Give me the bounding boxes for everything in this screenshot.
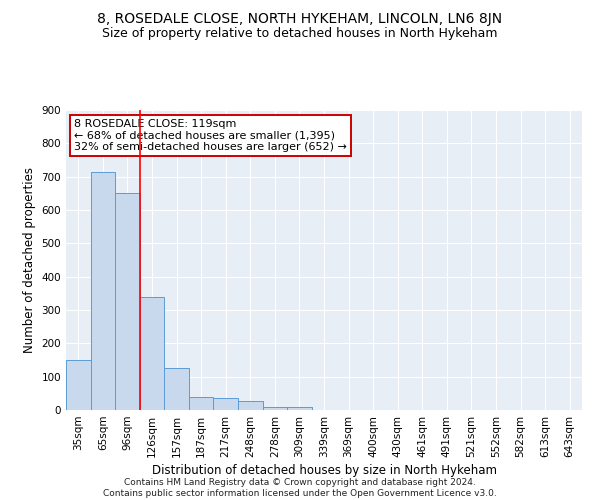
Y-axis label: Number of detached properties: Number of detached properties <box>23 167 36 353</box>
Text: Contains HM Land Registry data © Crown copyright and database right 2024.
Contai: Contains HM Land Registry data © Crown c… <box>103 478 497 498</box>
Text: 8, ROSEDALE CLOSE, NORTH HYKEHAM, LINCOLN, LN6 8JN: 8, ROSEDALE CLOSE, NORTH HYKEHAM, LINCOL… <box>97 12 503 26</box>
Bar <box>91 172 115 410</box>
Bar <box>238 400 263 410</box>
Bar <box>287 408 312 410</box>
Bar <box>140 296 164 410</box>
Text: 8 ROSEDALE CLOSE: 119sqm
← 68% of detached houses are smaller (1,395)
32% of sem: 8 ROSEDALE CLOSE: 119sqm ← 68% of detach… <box>74 119 347 152</box>
Bar <box>66 360 91 410</box>
Bar <box>263 406 287 410</box>
Bar <box>115 194 140 410</box>
Bar <box>189 396 214 410</box>
Text: Size of property relative to detached houses in North Hykeham: Size of property relative to detached ho… <box>102 28 498 40</box>
Bar <box>214 398 238 410</box>
X-axis label: Distribution of detached houses by size in North Hykeham: Distribution of detached houses by size … <box>151 464 497 477</box>
Bar <box>164 368 189 410</box>
